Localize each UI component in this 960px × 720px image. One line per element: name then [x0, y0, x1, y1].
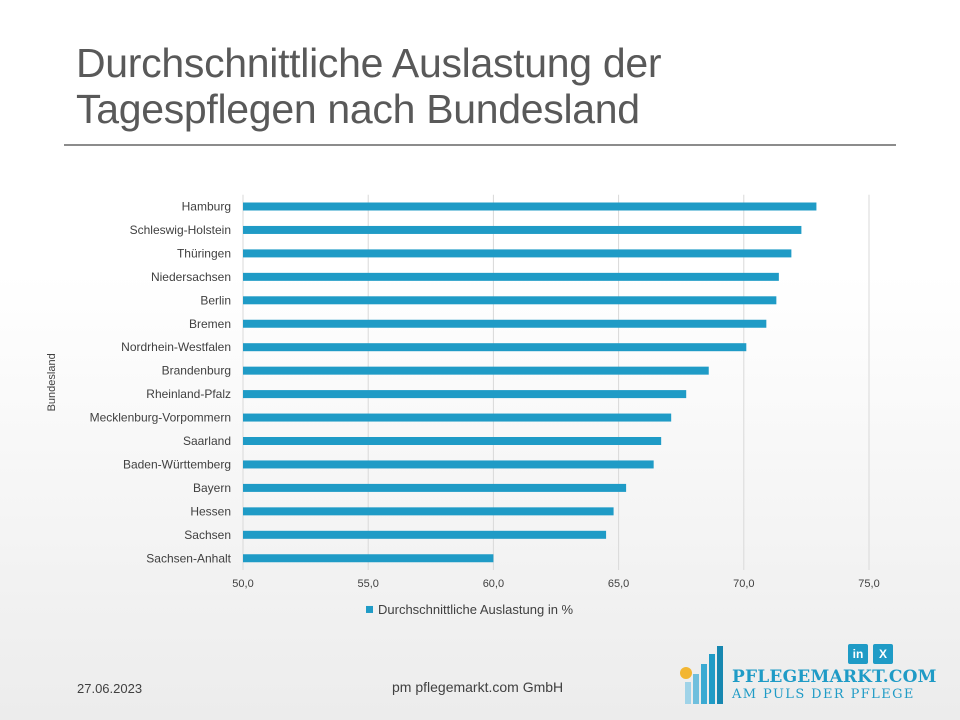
- bar: [243, 343, 747, 352]
- bar: [243, 202, 817, 211]
- category-label: Baden-Württemberg: [123, 457, 231, 471]
- category-label: Brandenburg: [162, 364, 231, 378]
- x-tick-label: 50,0: [232, 578, 253, 590]
- category-label: Rheinland-Pfalz: [146, 387, 231, 401]
- bar: [243, 249, 792, 258]
- category-label: Berlin: [200, 293, 231, 307]
- linkedin-icon[interactable]: in: [848, 644, 868, 664]
- bar: [243, 225, 802, 234]
- logo-name: PFLEGEMARKT.COM: [732, 667, 937, 687]
- x-tick-label: 60,0: [483, 578, 504, 590]
- bar-chart: 50,0 55,0 60,0 65,0 70,0 75,0 Hamburg Schleswig…: [46, 194, 880, 617]
- category-label: Bayern: [193, 481, 231, 495]
- legend-label: Durchschnittliche Auslastung in %: [378, 602, 574, 617]
- category-label: Bremen: [189, 317, 231, 331]
- bar: [243, 437, 662, 445]
- bar: [243, 483, 627, 492]
- y-axis-title: Bundesland: [46, 353, 58, 411]
- bar: [243, 413, 672, 422]
- bar: [243, 530, 607, 539]
- bar: [243, 296, 777, 305]
- bar: [243, 460, 654, 469]
- bar: [243, 366, 709, 375]
- category-label: Thüringen: [177, 246, 231, 260]
- x-tick-label: 70,0: [733, 578, 754, 590]
- category-label: Mecklenburg-Vorpommern: [90, 411, 231, 425]
- legend-swatch: [366, 605, 373, 613]
- category-label: Hessen: [190, 504, 231, 518]
- footer-company: pm pflegemarkt.com GmbH: [392, 679, 564, 695]
- bar: [243, 554, 494, 563]
- x-tick-label: 55,0: [357, 578, 378, 590]
- x-tick-label: 75,0: [858, 578, 879, 590]
- category-label: Hamburg: [182, 200, 231, 214]
- footer-date: 27.06.2023: [77, 681, 143, 696]
- bar: [243, 272, 779, 281]
- bar: [243, 507, 614, 516]
- pflegemarkt-logo-icon: [680, 646, 723, 704]
- category-label: Sachsen: [184, 528, 231, 542]
- logo-tagline: AM PULS DER PFLEGE: [732, 687, 915, 702]
- xing-icon[interactable]: X: [873, 644, 893, 664]
- bar: [243, 390, 687, 399]
- bar: [243, 319, 767, 328]
- category-label: Niedersachsen: [151, 270, 231, 284]
- title-divider: [64, 144, 896, 146]
- category-label: Schleswig-Holstein: [130, 223, 231, 237]
- category-label: Sachsen-Anhalt: [146, 551, 231, 565]
- category-label: Nordrhein-Westfalen: [121, 340, 231, 354]
- x-tick-label: 65,0: [608, 578, 629, 590]
- page-title: Durchschnittliche Auslastung der Tagespf…: [76, 40, 662, 132]
- category-label: Saarland: [183, 434, 231, 448]
